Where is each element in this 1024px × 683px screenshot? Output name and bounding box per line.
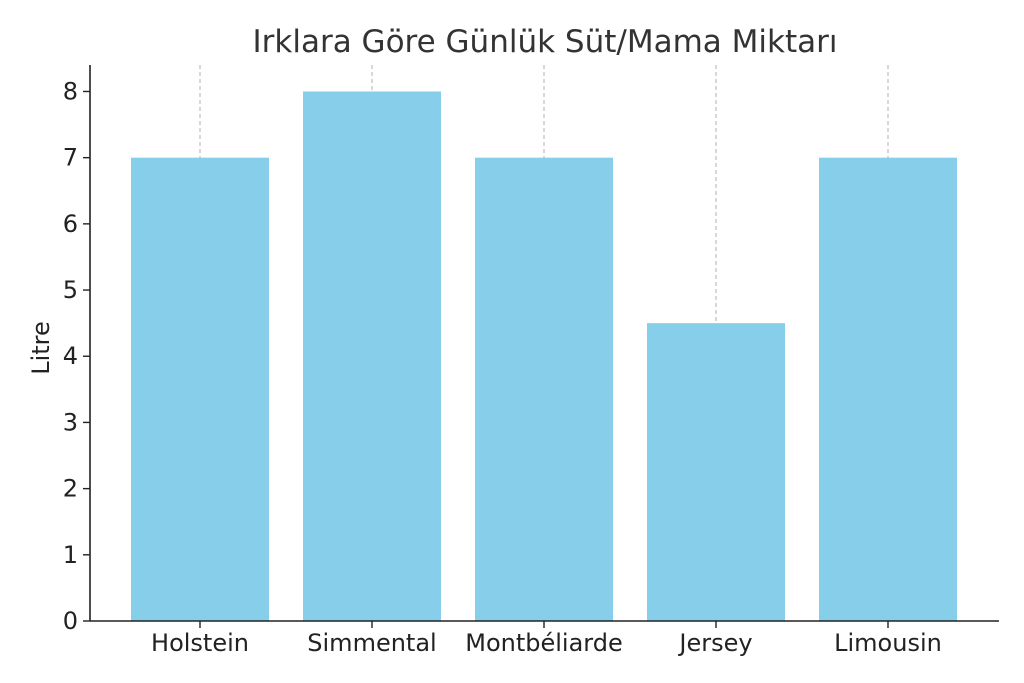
x-tick-label: Limousin <box>834 629 942 657</box>
y-tick-label: 6 <box>63 210 78 238</box>
bar-limousin <box>819 157 957 621</box>
y-tick-label: 3 <box>63 408 78 436</box>
x-ticks: Holstein Simmental Montbéliarde Jersey Limou… <box>151 621 942 657</box>
x-tick-label: Simmental <box>307 629 436 657</box>
y-ticks: 0 1 2 3 4 5 6 7 8 <box>63 77 90 635</box>
y-tick-label: 2 <box>63 475 78 503</box>
x-tick-label: Holstein <box>151 629 249 657</box>
y-axis-label: Litre <box>27 321 55 375</box>
x-tick-label: Jersey <box>677 629 752 657</box>
y-tick-label: 4 <box>63 342 78 370</box>
x-tick-label: Montbéliarde <box>465 629 623 657</box>
bar-simmental <box>303 91 441 621</box>
bar-jersey <box>647 323 785 621</box>
bar-holstein <box>131 157 269 621</box>
y-tick-label: 5 <box>63 276 78 304</box>
y-tick-label: 0 <box>63 607 78 635</box>
chart-title: Irklara Göre Günlük Süt/Mama Miktarı <box>253 24 838 60</box>
bars <box>131 91 957 621</box>
y-tick-label: 7 <box>63 144 78 172</box>
bar-montbéliarde <box>475 157 613 621</box>
y-tick-label: 8 <box>63 77 78 105</box>
y-tick-label: 1 <box>63 541 78 569</box>
